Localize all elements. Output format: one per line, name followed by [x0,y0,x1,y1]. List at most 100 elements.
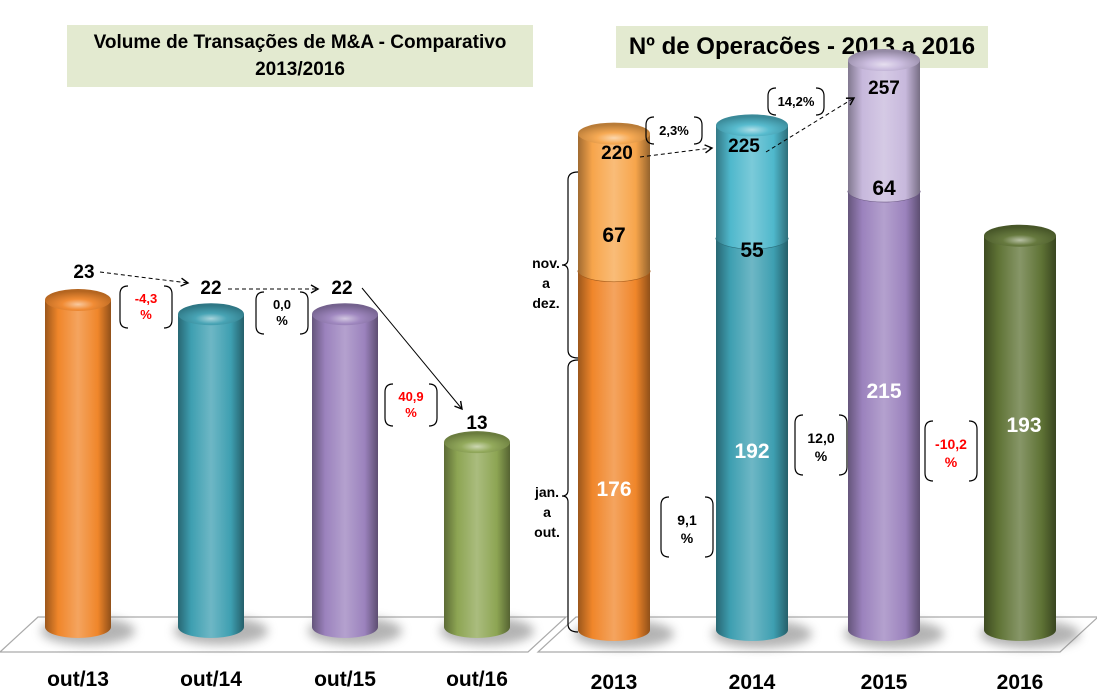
right-ytd-change-box-left-paren [924,420,934,482]
left-x-tick-label: out/16 [446,668,508,691]
left-value-label: 23 [73,262,94,283]
right-total-label: 220 [601,143,633,164]
right-x-tick-label: 2016 [997,671,1044,694]
right-bar-2013-nov-dez [578,122,650,282]
right-bar-2016-jan-out-body [984,235,1056,641]
left-change-box-right-paren [299,291,309,335]
brace-jan-out [561,359,579,633]
right-ytd-change-box [660,496,714,558]
right-bar-2015-nov-dez-top [848,49,920,72]
left-bar-out/15-body [312,314,378,638]
left-bar-out/14-top [178,303,244,326]
bars-layer [45,49,1056,641]
left-bar-out/16-top [444,431,510,454]
right-bar-2013-jan-out-body [578,270,650,641]
brace-label-jan-out: out. [534,524,560,540]
left-chart-title: Volume de Transações de M&A - Comparativ… [67,25,533,87]
right-ytd-change-value: 9,1 [677,512,697,528]
right-ytd-change-box-right-paren [968,420,978,482]
left-bar-out/15 [312,303,378,638]
right-bar-2016-jan-out-top [984,224,1056,247]
left-value-label: 22 [331,278,352,299]
right-segment-label-jan-out: 215 [866,380,901,403]
left-change-box-left-paren [384,383,394,427]
right-total-change-box [767,87,825,116]
right-bar-2014-nov-dez-body [716,125,788,249]
left-change-box-right-paren [428,383,438,427]
left-change-percent: % [276,313,288,328]
left-change-value: 40,9 [398,389,423,404]
left-change-arrow [361,287,463,411]
right-segment-label-jan-out: 192 [734,440,769,463]
left-bar-out/14 [178,303,244,638]
right-ytd-change-box [794,414,848,476]
right-total-change-box [645,116,703,145]
right-segment-label-nov-dez: 64 [872,177,896,200]
left-change-box-right-paren [163,285,173,329]
right-bar-2014-jan-out-body [716,237,788,641]
left-bar-out/16 [444,431,510,638]
left-change-arrow [99,271,190,287]
right-bar-2013-nov-dez-body [578,133,650,282]
right-total-change-label: 14,2% [778,94,815,109]
left-bar-out/13-body [45,300,111,638]
right-total-change-box-left-paren [645,116,655,145]
left-chart-title-line-2: 2013/2016 [255,59,345,80]
brace-label-nov-dez: a [542,275,550,291]
left-change-box-left-paren [119,285,129,329]
right-total-change-arrow [765,97,856,153]
brace-label-nov-dez: dez. [532,295,559,311]
left-bar-out/13-top [45,289,111,311]
left-bar-out/16-body [444,442,510,638]
right-bar-2013-jan-out [577,270,651,641]
right-ytd-change-percent: % [681,530,694,546]
right-total-label: 257 [868,78,900,99]
right-bar-2014-nov-dez [716,114,788,249]
left-chart-floor [0,616,568,653]
brace-nov-dez [561,171,579,359]
left-x-tick-label: out/15 [314,668,376,691]
right-ytd-change-box-right-paren [704,496,714,558]
right-total-change-label: 2,3% [659,123,689,138]
right-bar-2015-nov-dez [848,49,920,202]
left-change-value: 0,0 [273,297,291,312]
chart-floors [0,616,1097,653]
left-bar-out/14-body [178,314,244,638]
left-bar-out/13 [45,289,111,638]
right-x-tick-label: 2013 [591,671,638,694]
right-x-tick-label: 2014 [729,671,776,694]
left-change-percent: % [405,405,417,420]
brace-label-jan-out: jan. [534,484,559,500]
right-ytd-change-percent: % [815,448,828,464]
right-total-change-arrow [639,144,714,158]
right-ytd-change-box-right-paren [838,414,848,476]
right-ytd-change-value: -10,2 [935,436,967,452]
right-total-change-box-right-paren [815,87,825,116]
right-ytd-change-percent: % [945,454,958,470]
right-total-label: 225 [728,136,760,157]
left-value-label: 13 [466,413,487,434]
left-chart-title-line-1: Volume de Transações de M&A - Comparativ… [93,32,507,53]
right-bar-2015-jan-out-body [848,190,920,641]
right-segment-label-jan-out: 176 [596,478,631,501]
right-segment-label-jan-out: 193 [1006,414,1041,437]
brace-label-jan-out: a [543,504,551,520]
right-chart-floor [536,616,1097,653]
left-change-box [384,383,438,427]
right-bar-2014-nov-dez-top [716,114,788,137]
right-ytd-change-box [924,420,978,482]
right-bar-2015-jan-out [847,190,921,641]
right-ytd-change-box-left-paren [660,496,670,558]
right-segment-label-nov-dez: 55 [740,239,764,262]
left-value-label: 22 [200,278,221,299]
brace-label-nov-dez: nov. [532,255,560,271]
left-change-box-left-paren [255,291,265,335]
right-total-change-box-right-paren [693,116,703,145]
right-chart-title: Nº de Operacões - 2013 a 2016 [616,26,988,68]
right-bar-2016-jan-out [984,224,1056,641]
right-segment-label-nov-dez: 67 [602,224,625,247]
right-ytd-change-box-left-paren [794,414,804,476]
left-x-tick-label: out/14 [180,668,242,691]
